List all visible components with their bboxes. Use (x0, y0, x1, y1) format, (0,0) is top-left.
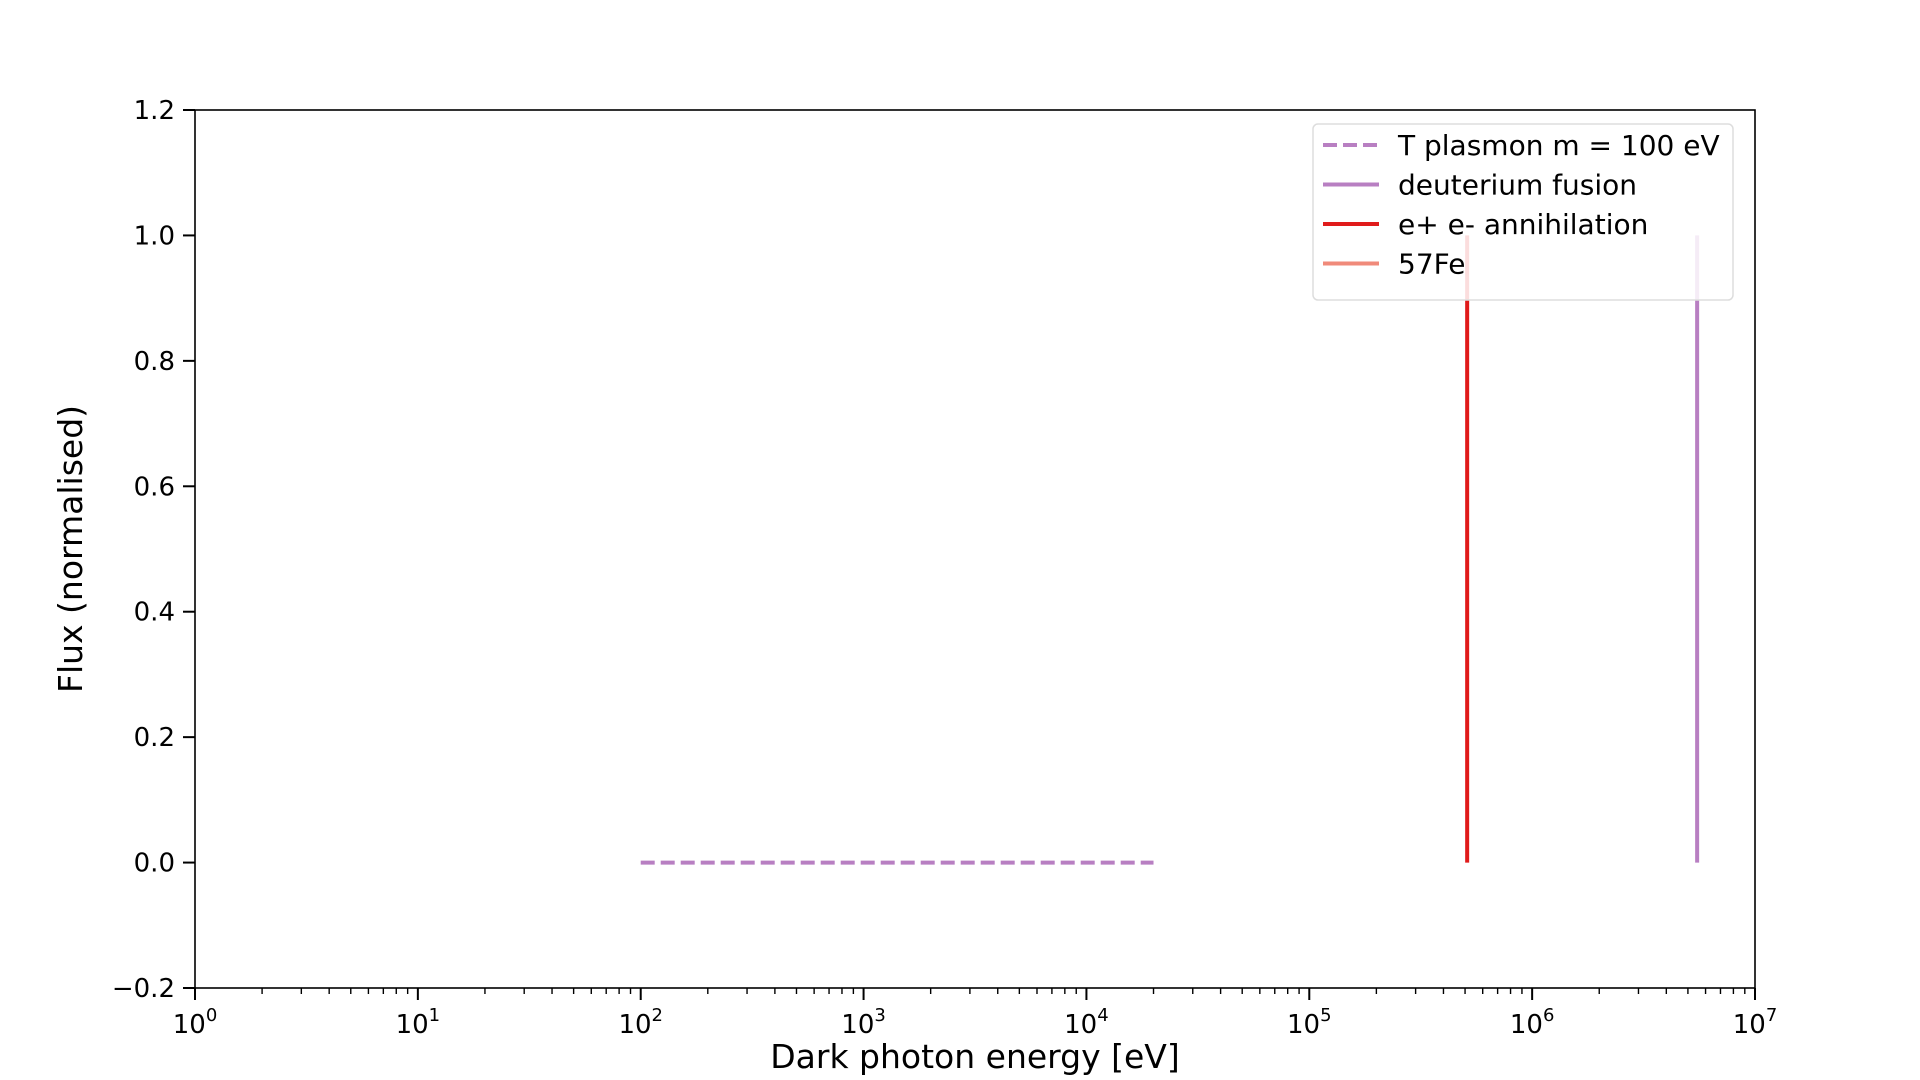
y-tick-label: 0.0 (134, 849, 175, 879)
legend-label: 57Fe (1398, 248, 1465, 281)
legend-label: deuterium fusion (1398, 169, 1637, 202)
axes-layer: 100 101 102 103 104 105 106 107 −0.2 0.0 0.2 0.4 0.6… (112, 96, 1777, 1040)
legend: T plasmon m = 100 eV deuterium fusion e+ e… (1312, 123, 1734, 301)
x-tick-label: 105 (1287, 1005, 1332, 1040)
y-tick-label: 0.6 (134, 472, 175, 502)
x-tick-label: 100 (173, 1005, 218, 1040)
y-tick-label: −0.2 (112, 974, 175, 1004)
x-tick-label: 102 (618, 1005, 663, 1040)
series-layer (640, 235, 1700, 865)
y-tick-label: 0.4 (134, 598, 175, 628)
legend-label: T plasmon m = 100 eV (1397, 129, 1720, 162)
x-tick-label: 103 (841, 1005, 886, 1040)
x-axis-title: Dark photon energy [eV] (770, 1037, 1180, 1076)
y-tick-label: 1.2 (134, 96, 175, 126)
axes-frame (194, 109, 1756, 989)
legend-box (1312, 123, 1734, 301)
x-tick-label: 101 (396, 1005, 441, 1040)
x-tick-label: 104 (1064, 1005, 1109, 1040)
y-axis-title: Flux (normalised) (51, 405, 90, 693)
x-tick-label: 106 (1510, 1005, 1555, 1040)
y-tick-label: 1.0 (134, 221, 175, 251)
x-tick-label: 107 (1733, 1005, 1778, 1040)
legend-label: e+ e- annihilation (1398, 208, 1648, 241)
y-tick-label: 0.2 (134, 723, 175, 753)
y-tick-label: 0.8 (134, 347, 175, 377)
